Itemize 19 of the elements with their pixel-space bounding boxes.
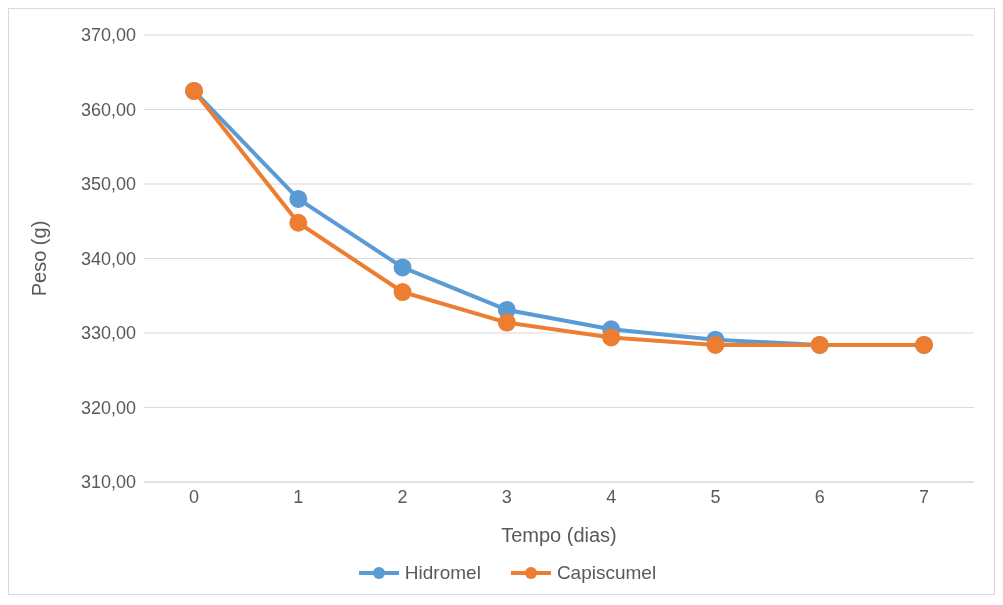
legend-label: Capiscumel [555, 562, 657, 584]
y-axis-title: Peso (g) [28, 220, 51, 297]
x-axis-title: Tempo (dias) [501, 524, 617, 546]
x-tick-label: 6 [814, 486, 825, 507]
y-tick-label: 310,00 [80, 472, 136, 493]
y-tick-label: 330,00 [80, 323, 136, 344]
x-tick-label: 0 [188, 486, 200, 507]
x-tick-label: 3 [501, 486, 512, 507]
x-tick-label: 7 [918, 486, 930, 507]
x-tick-label: 2 [397, 486, 408, 507]
x-tick-label: 4 [606, 486, 617, 507]
y-tick-label: 320,00 [80, 397, 136, 418]
y-tick-label: 350,00 [80, 174, 136, 195]
legend-label: Hidromel [403, 562, 481, 584]
y-tick-label: 370,00 [80, 25, 136, 46]
y-tick-label: 360,00 [80, 99, 136, 120]
y-tick-label: 340,00 [80, 248, 136, 269]
x-tick-label: 5 [710, 486, 721, 507]
x-tick-label: 1 [293, 486, 304, 507]
